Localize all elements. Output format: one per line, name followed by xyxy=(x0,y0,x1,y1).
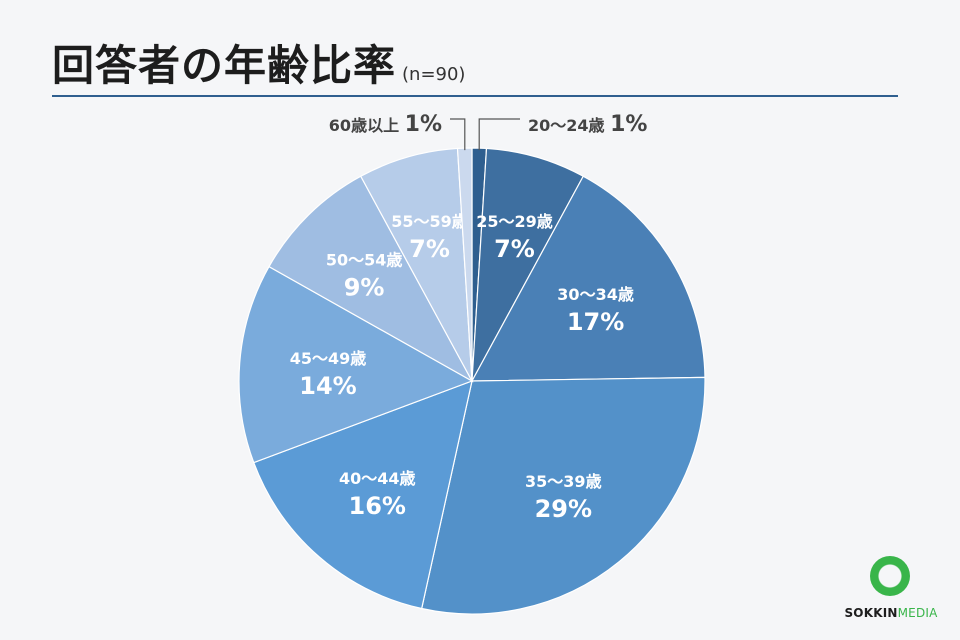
chart-title: 回答者の年齢比率 xyxy=(52,41,397,90)
logo-text-part2: MEDIA xyxy=(897,606,938,620)
title-divider xyxy=(52,95,898,97)
slice-value-label: 17% xyxy=(567,308,624,336)
sokkin-media-logo: SOKKINMEDIA xyxy=(836,556,946,632)
slice-label: 30〜34歳 xyxy=(557,285,634,304)
slice-value-label: 14% xyxy=(299,372,356,400)
slice-label: 55〜59歳 xyxy=(391,212,468,231)
pie-slice xyxy=(252,380,473,610)
pie-slice xyxy=(420,376,706,615)
leader-line xyxy=(478,118,520,151)
slice-label: 45〜49歳 xyxy=(290,349,367,368)
pie-slice xyxy=(268,175,474,383)
chart-subtitle: (n=90) xyxy=(402,64,466,85)
pie-slice xyxy=(238,265,474,464)
slice-value-label: 16% xyxy=(349,492,406,520)
slice-value-label: 7% xyxy=(409,235,450,263)
logo-text-part1: SOKKIN xyxy=(844,606,898,620)
slice-label: 35〜39歳 xyxy=(525,472,602,491)
slice-label: 25〜29歳 xyxy=(476,212,553,231)
slice-value-label: 7% xyxy=(494,235,535,263)
outside-slice-label: 20〜24歳 1% xyxy=(528,112,647,137)
logo-text: SOKKINMEDIA xyxy=(836,606,946,620)
slice-value-label: 9% xyxy=(344,273,385,301)
logo-ring-icon xyxy=(870,556,910,596)
slice-label: 40〜44歳 xyxy=(339,469,416,488)
slice-label: 50〜54歳 xyxy=(326,250,403,269)
outside-slice-label: 60歳以上 1% xyxy=(329,112,442,137)
slice-value-label: 29% xyxy=(535,495,592,523)
leader-line xyxy=(450,118,466,151)
pie-slice xyxy=(470,175,706,382)
chart-title-block: 回答者の年齢比率 (n=90) xyxy=(52,32,465,93)
